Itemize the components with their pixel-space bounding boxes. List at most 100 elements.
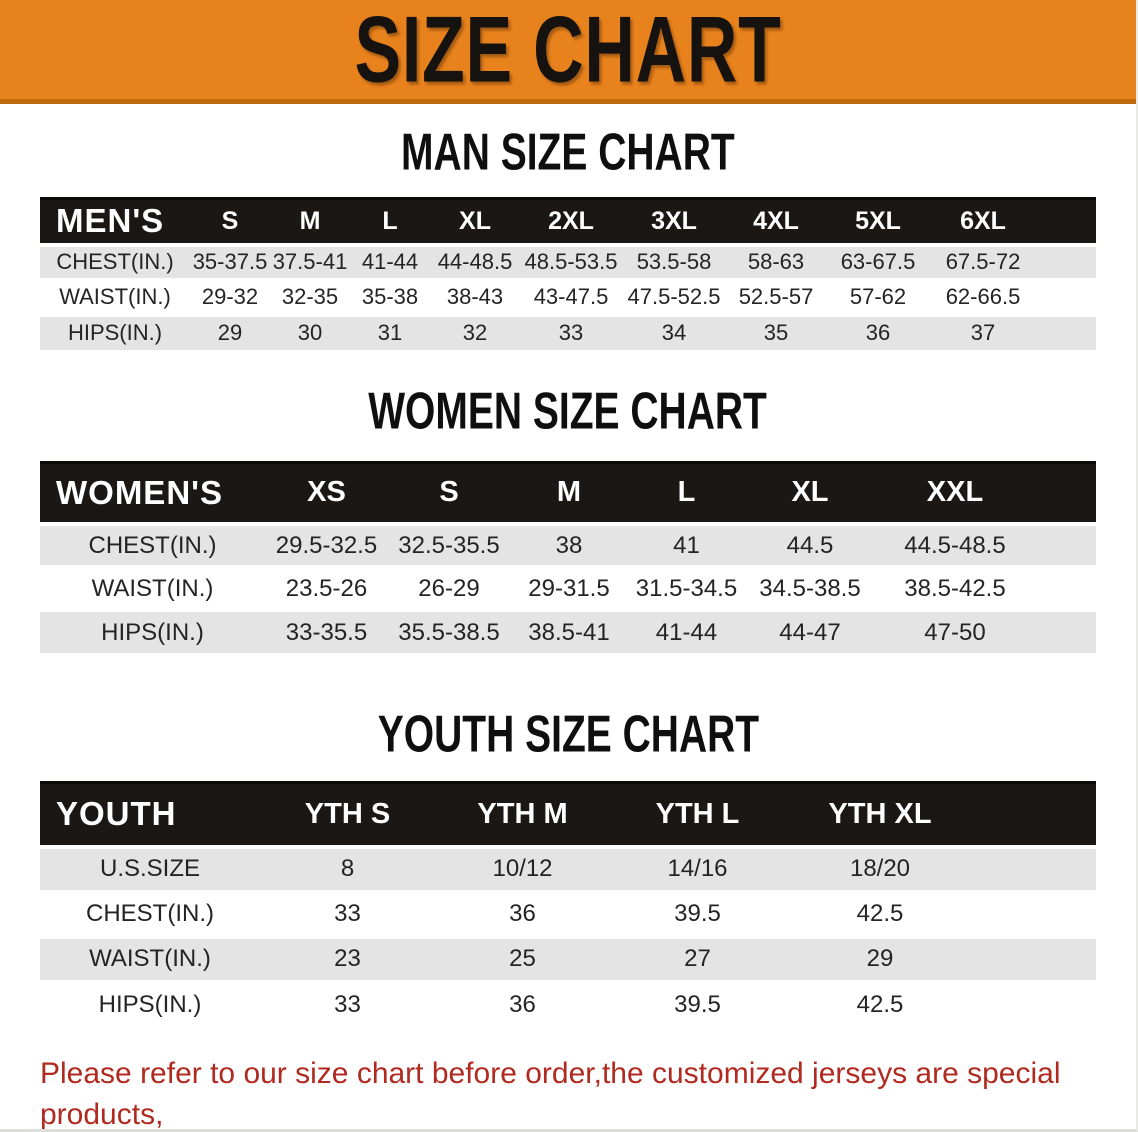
table-cell: 47-50	[875, 608, 1035, 653]
table-cell: 36	[435, 889, 610, 937]
women-size-table: WOMEN'S XS S M L XL XXL CHEST(IN.) 29.5-32.5 32.5…	[40, 460, 1096, 653]
table-cell: 43-47.5	[520, 277, 622, 315]
filler-cell	[975, 844, 1096, 892]
table-row: U.S.SIZE 8 10/12 14/16 18/20	[40, 844, 1096, 892]
column-header: XL	[745, 460, 875, 526]
table-cell: 39.5	[610, 889, 785, 937]
column-header: L	[628, 460, 745, 526]
table-cell: 38-43	[430, 277, 520, 315]
table-cell: 41	[628, 522, 745, 567]
filler-cell	[975, 781, 1096, 848]
filler-cell	[975, 934, 1096, 982]
table-cell: 25	[435, 934, 610, 982]
table-row: CHEST(IN.) 33 36 39.5 42.5	[40, 889, 1096, 937]
table-corner-label: YOUTH	[40, 781, 260, 848]
row-label: HIPS(IN.)	[40, 312, 190, 350]
table-cell: 34.5-38.5	[745, 565, 875, 610]
youth-size-table: YOUTH YTH S YTH M YTH L YTH XL U.S.SIZE 8 10/12…	[40, 781, 1096, 1027]
table-cell: 27	[610, 934, 785, 982]
women-section-heading: WOMEN SIZE CHART	[368, 381, 768, 440]
table-cell: 35-38	[350, 277, 430, 315]
table-cell: 62-66.5	[930, 277, 1036, 315]
table-cell: 42.5	[785, 979, 975, 1027]
row-label: WAIST(IN.)	[40, 934, 260, 982]
table-corner-label: MEN'S	[40, 197, 190, 246]
table-cell: 67.5-72	[930, 242, 1036, 280]
column-header: 4XL	[726, 197, 826, 246]
table-cell: 58-63	[726, 242, 826, 280]
table-cell: 47.5-52.5	[622, 277, 726, 315]
filler-cell	[1035, 608, 1096, 653]
column-header: S	[190, 197, 270, 246]
table-cell: 29	[785, 934, 975, 982]
table-cell: 36	[435, 979, 610, 1027]
table-header-row: YOUTH YTH S YTH M YTH L YTH XL	[40, 781, 1096, 848]
table-cell: 57-62	[826, 277, 930, 315]
column-header: L	[350, 197, 430, 246]
disclaimer-note: Please refer to our size chart before or…	[0, 1053, 1136, 1130]
filler-cell	[1036, 277, 1096, 315]
table-cell: 29-32	[190, 277, 270, 315]
table-cell: 31.5-34.5	[628, 565, 745, 610]
table-cell: 31	[350, 312, 430, 350]
table-cell: 33	[260, 979, 435, 1027]
filler-cell	[1036, 197, 1096, 246]
table-cell: 44-47	[745, 608, 875, 653]
table-cell: 26-29	[388, 565, 510, 610]
row-label: CHEST(IN.)	[40, 889, 260, 937]
table-cell: 44.5-48.5	[875, 522, 1035, 567]
table-cell: 14/16	[610, 844, 785, 892]
table-cell: 8	[260, 844, 435, 892]
women-section-heading-wrap: WOMEN SIZE CHART	[0, 381, 1136, 440]
table-cell: 37	[930, 312, 1036, 350]
table-header-row: MEN'S S M L XL 2XL 3XL 4XL 5XL 6XL	[40, 197, 1096, 246]
table-cell: 35	[726, 312, 826, 350]
table-cell: 29	[190, 312, 270, 350]
table-row: CHEST(IN.) 35-37.5 37.5-41 41-44 44-48.5 48.5…	[40, 242, 1096, 280]
column-header: YTH XL	[785, 781, 975, 848]
table-cell: 32	[430, 312, 520, 350]
table-cell: 41-44	[350, 242, 430, 280]
table-cell: 10/12	[435, 844, 610, 892]
table-row: HIPS(IN.) 33-35.5 35.5-38.5 38.5-41 41-44 44-…	[40, 608, 1096, 653]
table-cell: 44.5	[745, 522, 875, 567]
row-label: CHEST(IN.)	[40, 522, 265, 567]
filler-cell	[1036, 242, 1096, 280]
table-cell: 23	[260, 934, 435, 982]
table-cell: 29.5-32.5	[265, 522, 388, 567]
column-header: 6XL	[930, 197, 1036, 246]
table-cell: 34	[622, 312, 726, 350]
table-cell: 32-35	[270, 277, 350, 315]
table-cell: 48.5-53.5	[520, 242, 622, 280]
row-label: HIPS(IN.)	[40, 608, 265, 653]
table-row: CHEST(IN.) 29.5-32.5 32.5-35.5 38 41 44.5 44.5…	[40, 522, 1096, 567]
youth-section-heading: YOUTH SIZE CHART	[377, 704, 759, 764]
table-header-row: WOMEN'S XS S M L XL XXL	[40, 460, 1096, 526]
table-cell: 29-31.5	[510, 565, 628, 610]
table-cell: 53.5-58	[622, 242, 726, 280]
row-label: CHEST(IN.)	[40, 242, 190, 280]
column-header: S	[388, 460, 510, 526]
table-cell: 41-44	[628, 608, 745, 653]
row-label: WAIST(IN.)	[40, 565, 265, 610]
table-row: WAIST(IN.) 23.5-26 26-29 29-31.5 31.5-34.5 34…	[40, 565, 1096, 610]
table-cell: 37.5-41	[270, 242, 350, 280]
column-header: YTH L	[610, 781, 785, 848]
column-header: XXL	[875, 460, 1035, 526]
banner: SIZE CHART	[0, 0, 1136, 104]
table-cell: 35.5-38.5	[388, 608, 510, 653]
table-cell: 38	[510, 522, 628, 567]
table-cell: 33	[520, 312, 622, 350]
filler-cell	[1035, 565, 1096, 610]
banner-title: SIZE CHART	[354, 0, 782, 102]
men-section-heading-wrap: MAN SIZE CHART	[0, 126, 1136, 178]
column-header: M	[270, 197, 350, 246]
table-row: WAIST(IN.) 23 25 27 29	[40, 934, 1096, 982]
table-cell: 39.5	[610, 979, 785, 1027]
column-header: 2XL	[520, 197, 622, 246]
row-label: HIPS(IN.)	[40, 979, 260, 1027]
table-corner-label: WOMEN'S	[40, 460, 265, 526]
column-header: M	[510, 460, 628, 526]
youth-section-heading-wrap: YOUTH SIZE CHART	[0, 704, 1136, 764]
